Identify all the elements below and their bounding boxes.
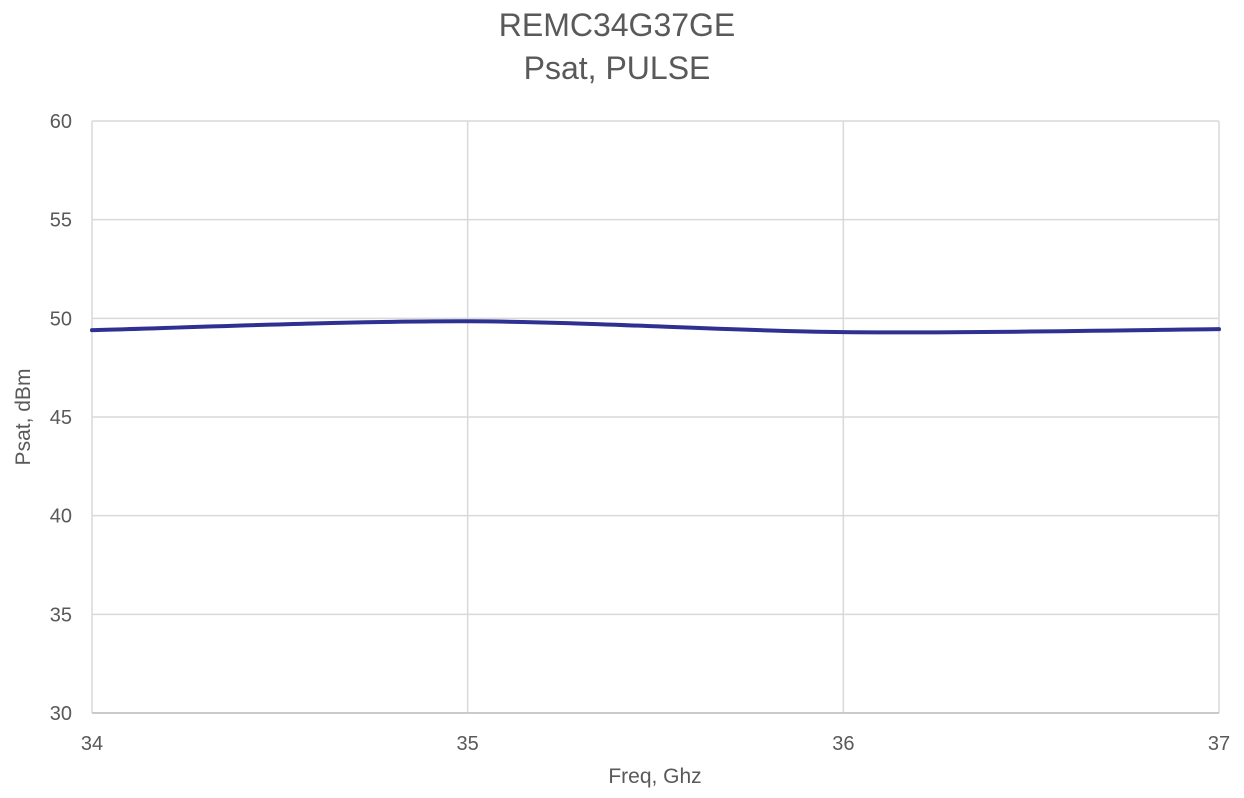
y-tick-label: 35: [50, 604, 72, 626]
y-tick-label: 30: [50, 703, 72, 725]
chart-title-line-2: Psat, PULSE: [524, 50, 711, 86]
x-tick-label: 37: [1208, 733, 1230, 755]
x-tick-label: 34: [81, 733, 103, 755]
y-tick-label: 45: [50, 407, 72, 429]
grid-lines: [91, 120, 1220, 714]
chart-title-line-1: REMC34G37GE: [499, 7, 736, 43]
y-axis-title: Psat, dBm: [12, 369, 35, 466]
series-line: [90, 319, 1221, 335]
series-group: [90, 319, 1221, 335]
x-tick-label: 36: [832, 733, 854, 755]
y-tick-labels: 30 35 40 45 50 55 60: [50, 111, 72, 725]
y-tick-label: 50: [50, 308, 72, 330]
y-tick-label: 60: [50, 111, 72, 133]
x-tick-label: 35: [457, 733, 479, 755]
x-axis-title: Freq, Ghz: [608, 765, 701, 788]
x-tick-labels: 34 35 36 37: [81, 733, 1230, 755]
y-tick-label: 55: [50, 210, 72, 232]
y-tick-label: 40: [50, 506, 72, 528]
